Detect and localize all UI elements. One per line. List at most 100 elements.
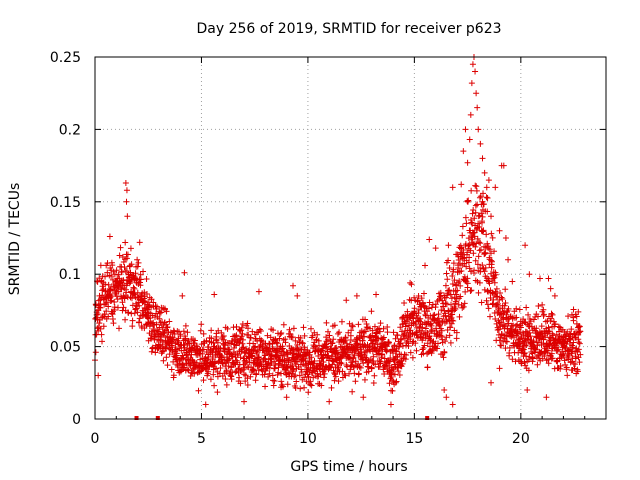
data-point — [403, 351, 410, 358]
data-point — [527, 318, 534, 325]
data-point — [427, 336, 434, 343]
data-point — [464, 280, 471, 287]
data-point — [296, 372, 303, 379]
data-point — [472, 257, 479, 264]
data-point — [472, 202, 479, 209]
data-point — [531, 349, 538, 356]
data-point — [285, 369, 292, 376]
data-point — [426, 299, 433, 306]
data-point — [244, 382, 251, 389]
data-point — [166, 318, 173, 325]
data-point — [255, 288, 262, 295]
data-point — [205, 368, 212, 375]
data-point — [414, 297, 421, 304]
data-point — [290, 325, 297, 332]
data-point — [198, 321, 205, 328]
data-point — [445, 257, 452, 264]
data-point — [284, 381, 291, 388]
data-point — [186, 340, 193, 347]
data-point — [253, 350, 260, 357]
data-point — [470, 207, 477, 214]
gap-marker — [134, 416, 139, 420]
data-point — [210, 371, 217, 378]
data-point — [463, 263, 470, 270]
data-point — [457, 293, 464, 300]
data-point — [496, 365, 503, 372]
data-point — [485, 305, 492, 312]
data-point — [441, 387, 448, 394]
y-tick-label: 0 — [72, 412, 81, 428]
data-point — [136, 319, 143, 326]
data-point — [571, 365, 578, 372]
data-point — [131, 291, 138, 298]
data-point — [324, 328, 331, 335]
data-point — [307, 325, 314, 332]
data-point — [447, 324, 454, 331]
data-point — [118, 286, 125, 293]
data-point — [223, 367, 230, 374]
data-point — [241, 398, 248, 405]
data-point — [405, 343, 412, 350]
data-point — [545, 360, 552, 367]
data-point — [279, 383, 286, 390]
data-point — [297, 345, 304, 352]
data-point — [468, 80, 475, 87]
data-point — [257, 327, 264, 334]
data-point — [342, 334, 349, 341]
data-points — [92, 54, 584, 420]
data-point — [572, 355, 579, 362]
data-point — [236, 327, 243, 334]
data-point — [555, 346, 562, 353]
data-point — [253, 329, 260, 336]
data-point — [355, 321, 362, 328]
data-point — [123, 255, 130, 262]
x-tick-label: 20 — [512, 431, 530, 447]
data-point — [541, 352, 548, 359]
data-point — [409, 354, 416, 361]
data-point — [227, 372, 234, 379]
data-point — [277, 331, 284, 338]
data-point — [396, 340, 403, 347]
data-point — [215, 327, 222, 334]
data-point — [304, 360, 311, 367]
data-point — [443, 301, 450, 308]
data-point — [475, 220, 482, 227]
data-point — [331, 322, 338, 329]
data-point — [368, 365, 375, 372]
data-point — [390, 329, 397, 336]
data-point — [103, 299, 110, 306]
data-point — [191, 337, 198, 344]
data-point — [203, 337, 210, 344]
data-point — [233, 332, 240, 339]
data-point — [360, 329, 367, 336]
data-point — [239, 330, 246, 337]
data-point — [549, 311, 556, 318]
data-point — [97, 262, 104, 269]
data-point — [481, 286, 488, 293]
data-point — [317, 361, 324, 368]
data-point — [505, 256, 512, 263]
data-point — [278, 378, 285, 385]
data-point — [469, 61, 476, 68]
data-point — [458, 250, 465, 257]
data-point — [436, 321, 443, 328]
data-point — [421, 342, 428, 349]
data-point — [280, 321, 287, 328]
data-point — [373, 330, 380, 337]
data-point — [482, 264, 489, 271]
data-point — [265, 373, 272, 380]
data-point — [475, 126, 482, 133]
data-point — [372, 344, 379, 351]
data-point — [483, 231, 490, 238]
data-point — [289, 334, 296, 341]
data-point — [326, 332, 333, 339]
data-point — [416, 325, 423, 332]
data-point — [370, 379, 377, 386]
data-point — [372, 361, 379, 368]
data-point — [109, 316, 116, 323]
data-point — [117, 244, 124, 251]
data-point — [160, 357, 167, 364]
data-point — [540, 306, 547, 313]
